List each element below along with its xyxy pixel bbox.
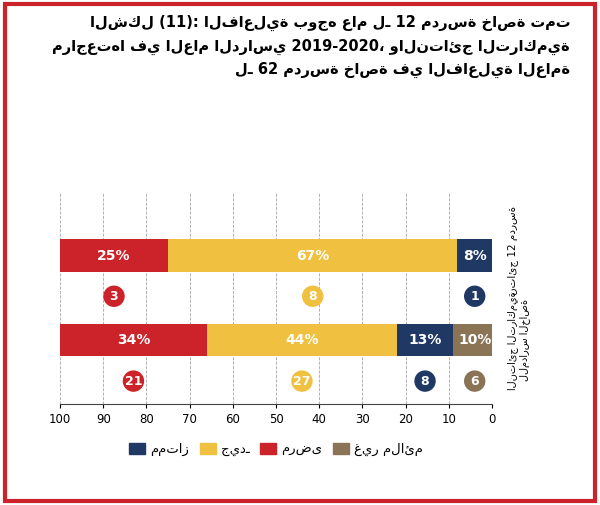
Bar bbox=[60, 239, 168, 272]
Text: 21: 21 bbox=[125, 375, 142, 388]
Bar bbox=[60, 324, 207, 357]
Text: 8: 8 bbox=[308, 290, 317, 303]
Bar bbox=[168, 239, 457, 272]
Ellipse shape bbox=[303, 286, 323, 306]
Text: 3: 3 bbox=[110, 290, 118, 303]
Text: النتائج التراكمية
للمدارس الخاصة: النتائج التراكمية للمدارس الخاصة bbox=[507, 291, 530, 390]
Text: 6: 6 bbox=[470, 375, 479, 388]
Text: 25%: 25% bbox=[97, 248, 131, 263]
Text: 1: 1 bbox=[470, 290, 479, 303]
Bar bbox=[397, 324, 453, 357]
Text: 27: 27 bbox=[293, 375, 311, 388]
Ellipse shape bbox=[465, 371, 485, 391]
Bar bbox=[453, 324, 496, 357]
Bar bbox=[457, 239, 492, 272]
Text: 8: 8 bbox=[421, 375, 430, 388]
Text: نتائج 12 مدرسة: نتائج 12 مدرسة bbox=[507, 206, 518, 295]
Ellipse shape bbox=[465, 286, 485, 306]
Text: 13%: 13% bbox=[409, 333, 442, 347]
Ellipse shape bbox=[104, 286, 124, 306]
Text: 67%: 67% bbox=[296, 248, 329, 263]
Ellipse shape bbox=[292, 371, 312, 391]
Text: 44%: 44% bbox=[285, 333, 319, 347]
Text: الشكل (11): الفاعلية بوجه عام لـ 12 مدرسة خاصة تمت
مراجعتها في العام الدراسي 201: الشكل (11): الفاعلية بوجه عام لـ 12 مدرس… bbox=[52, 15, 570, 78]
Ellipse shape bbox=[124, 371, 143, 391]
Text: 8%: 8% bbox=[463, 248, 487, 263]
Ellipse shape bbox=[415, 371, 435, 391]
Legend: ممتاز, جيدـ, مرضى, غير ملائم: ممتاز, جيدـ, مرضى, غير ملائم bbox=[124, 437, 428, 461]
Text: 34%: 34% bbox=[117, 333, 150, 347]
Text: 10%: 10% bbox=[458, 333, 491, 347]
Bar bbox=[207, 324, 397, 357]
